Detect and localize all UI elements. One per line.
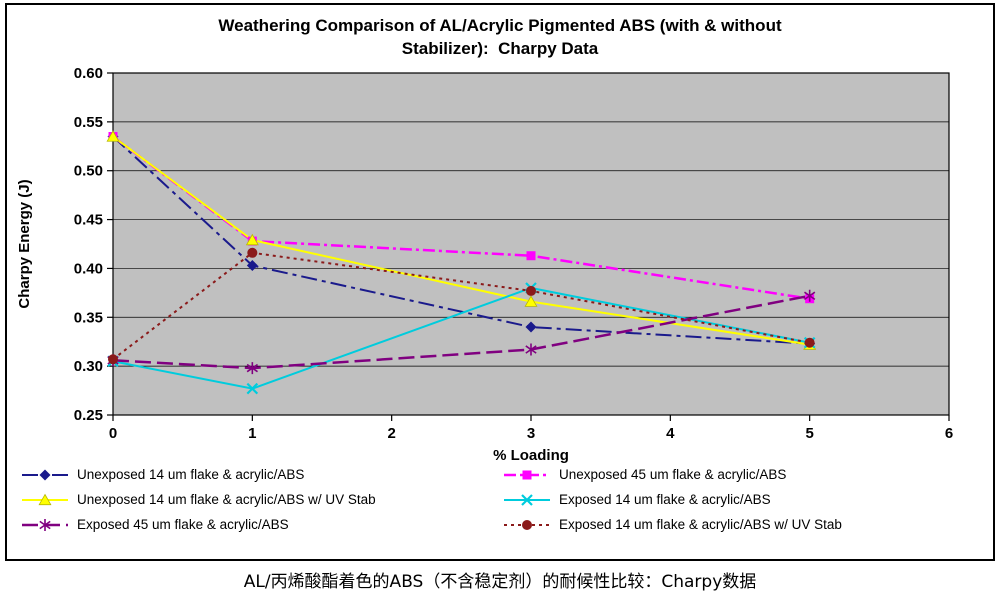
- plot-area: 0.25 0.30 0.35 0.40 0.45 0.50 0.55 0.60 0 1 2 3 4 5 6%…: [16, 65, 953, 464]
- asterisk-marker: [39, 518, 51, 531]
- x-tick-label: 4: [666, 425, 675, 442]
- x-axis-title: % Loading: [493, 447, 569, 464]
- asterisk-marker: [804, 289, 816, 302]
- x-tick-label: 2: [387, 425, 395, 442]
- series-line: [112, 294, 810, 370]
- chart-title: Weathering Comparison of AL/Acrylic Pigm…: [218, 16, 782, 58]
- diamond-marker: [525, 321, 537, 333]
- asterisk-marker: [525, 343, 537, 356]
- series-line: [112, 286, 810, 390]
- y-axis-title: Charpy Energy (J): [16, 179, 33, 308]
- legend-item: Unexposed 14 um flake & acrylic/ABS: [21, 467, 503, 483]
- triangle-marker: [38, 493, 52, 505]
- circle-marker: [522, 519, 532, 530]
- diamond-marker: [246, 259, 258, 271]
- legend-sample: [504, 470, 550, 480]
- x-tick-label: 0: [109, 425, 117, 442]
- y-tick-label: 0.40: [74, 260, 103, 277]
- x-tick-label: 6: [945, 425, 953, 442]
- legend-label: Unexposed 14 um flake & acrylic/ABS: [77, 467, 305, 483]
- x-tick-label: 1: [248, 425, 256, 442]
- legend-item: Exposed 45 um flake & acrylic/ABS: [21, 517, 503, 533]
- triangle-marker: [524, 295, 538, 307]
- y-tick-label: 0.55: [74, 114, 103, 131]
- chinese-caption: AL/丙烯酸酯着色的ABS（不含稳定剂）的耐候性比较：Charpy数据: [243, 572, 757, 592]
- legend-item: Unexposed 45 um flake & acrylic/ABS: [503, 467, 985, 483]
- x-marker: [246, 382, 259, 395]
- y-tick-label: 0.45: [74, 211, 103, 228]
- legend-sample: [504, 519, 550, 530]
- circle-marker: [804, 337, 815, 348]
- chart-legend: Unexposed 14 um flake & acrylic/ABS Unexp…: [7, 465, 993, 533]
- chart-figure: Weathering Comparison of AL/Acrylic Pigm…: [5, 3, 995, 561]
- y-tick-label: 0.25: [74, 407, 103, 424]
- legend-sample: [22, 518, 68, 531]
- circle-marker: [108, 354, 118, 365]
- plot-background: [112, 72, 950, 416]
- y-tick-label: 0.50: [74, 163, 103, 180]
- triangle-marker: [106, 130, 120, 142]
- series-line: [112, 135, 810, 345]
- legend-label: Exposed 14 um flake & acrylic/ABS w/ UV …: [559, 517, 842, 533]
- page: Weathering Comparison of AL/Acrylic Pigm…: [0, 3, 1000, 592]
- y-tick-label: 0.60: [74, 65, 103, 82]
- circle-marker: [247, 247, 258, 258]
- asterisk-marker: [246, 361, 258, 374]
- y-tick-label: 0.30: [74, 358, 103, 375]
- x-tick-label: 3: [527, 425, 535, 442]
- square-marker: [526, 251, 536, 261]
- legend-sample: [504, 494, 550, 506]
- y-tick-label: 0.35: [74, 309, 103, 326]
- square-marker: [522, 470, 532, 480]
- legend-label: Exposed 14 um flake & acrylic/ABS: [559, 492, 771, 508]
- circle-marker: [526, 285, 536, 296]
- legend-item: Unexposed 14 um flake & acrylic/ABS w/ U…: [21, 492, 503, 508]
- legend-sample: [22, 469, 68, 481]
- legend-label: Exposed 45 um flake & acrylic/ABS: [77, 517, 289, 533]
- diamond-marker: [39, 469, 51, 481]
- triangle-marker: [245, 233, 259, 246]
- x-tick-label: 5: [805, 425, 813, 442]
- legend-label: Unexposed 14 um flake & acrylic/ABS w/ U…: [77, 492, 376, 508]
- x-marker: [521, 494, 533, 506]
- legend-item: Exposed 14 um flake & acrylic/ABS: [503, 492, 985, 508]
- series-line: [112, 251, 810, 360]
- legend-sample: [22, 493, 68, 505]
- legend-label: Unexposed 45 um flake & acrylic/ABS: [559, 467, 787, 483]
- legend-item: Exposed 14 um flake & acrylic/ABS w/ UV …: [503, 517, 985, 533]
